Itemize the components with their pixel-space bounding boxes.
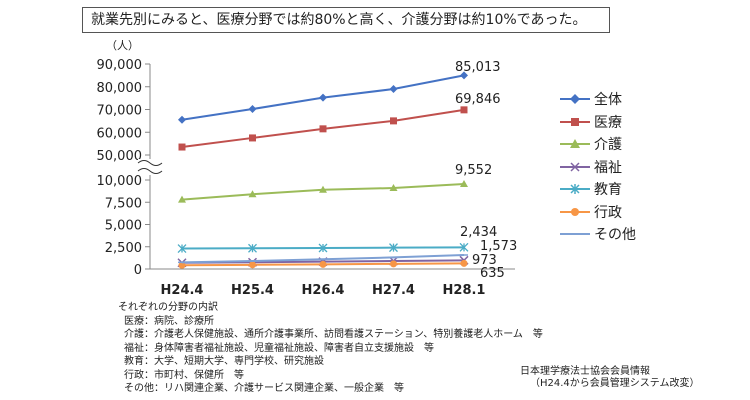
x-tick-label: H28.1 (443, 283, 486, 298)
legend-label: 行政 (594, 204, 622, 221)
data-point (390, 117, 397, 125)
data-point (319, 185, 327, 193)
data-label: 2,434 (460, 225, 497, 240)
x-tick-label: H26.4 (302, 283, 345, 298)
y-tick-label: 70,000 (97, 104, 143, 119)
legend-item: 介護 (560, 133, 636, 156)
data-point (460, 259, 468, 267)
notes-row-other: その他：リハ関連企業、介護サービス関連企業、一般企業 等 (124, 383, 404, 394)
field-notes: それぞれの分野の内訳 医療：病院、診療所 介護：介護老人保健施設、通所介護事業所… (118, 301, 543, 396)
y-tick-label: 5,000 (105, 219, 142, 234)
legend-label: 全体 (594, 92, 622, 109)
x-tick-label: H24.4 (161, 283, 204, 298)
data-point (460, 179, 468, 187)
legend-swatch (560, 184, 590, 195)
legend-label: その他 (594, 227, 636, 244)
data-point (178, 143, 186, 151)
notes-heading: それぞれの分野の内訳 (118, 302, 218, 313)
axis-break-mark (137, 160, 163, 166)
notes-row-education: 教育：大学、短期大学、専門学校、研究施設 (124, 356, 324, 367)
notes-row-government: 行政：市町村、保健所 等 (124, 369, 244, 381)
data-point (459, 242, 469, 252)
data-point (460, 71, 468, 80)
axis-break-mark (137, 168, 163, 174)
data-point (389, 184, 398, 192)
y-tick-label: 7,500 (105, 196, 142, 211)
notes-row-medical: 医療：病院、診療所 (124, 315, 214, 327)
data-point (178, 261, 186, 269)
y-tick-label: 0 (134, 263, 142, 278)
legend-swatch (560, 117, 590, 126)
data-point (249, 261, 256, 269)
data-label: 69,846 (455, 92, 501, 107)
legend-item: 全体 (560, 88, 636, 111)
y-axis-unit: （人） (106, 39, 139, 52)
data-label: 1,573 (480, 239, 517, 254)
source-line-1: 日本理学療法士協会会員情報 (520, 366, 650, 377)
data-point (178, 115, 186, 124)
source-line-2: （H24.4から会員管理システム改変） (530, 378, 700, 389)
notes-row-welfare: 福祉：身体障害者福祉施設、児童福祉施設、障害者自立支援施設 等 (124, 342, 434, 354)
data-point (248, 105, 257, 114)
legend-label: 教育 (594, 182, 622, 199)
y-tick-label: 90,000 (97, 58, 143, 73)
data-label: 973 (472, 253, 497, 268)
legend-item: 教育 (560, 178, 636, 201)
data-point (177, 244, 187, 253)
legend-label: 福祉 (594, 159, 622, 176)
x-tick-label: H27.4 (372, 283, 415, 298)
data-label: 9,552 (455, 163, 492, 178)
source-note: 日本理学療法士協会会員情報 （H24.4から会員管理システム改変） (520, 366, 700, 390)
data-point (389, 243, 398, 253)
data-point (318, 243, 328, 253)
data-point (390, 260, 397, 268)
legend-swatch (560, 233, 590, 236)
data-point (460, 106, 468, 114)
legend-item: 医療 (560, 111, 636, 134)
legend-item: 福祉 (560, 156, 636, 179)
legend-item: 行政 (560, 201, 636, 224)
data-point (249, 134, 256, 142)
data-point (248, 190, 257, 198)
y-tick-label: 80,000 (97, 81, 143, 96)
data-point (178, 195, 186, 203)
y-tick-label: 2,500 (105, 241, 142, 256)
data-point (389, 85, 398, 94)
y-tick-label: 60,000 (97, 126, 143, 141)
notes-row-care: 介護：介護老人保健施設、通所介護事業所、訪問看護ステーション、特別養護老人ホーム… (124, 329, 543, 340)
legend-swatch (560, 94, 590, 105)
legend-item: その他 (560, 223, 636, 246)
axis-break-gap (138, 159, 156, 175)
legend-label: 介護 (594, 137, 622, 154)
data-point (248, 243, 257, 253)
legend-swatch (560, 162, 590, 172)
chart-title: 就業先別にみると、医療分野では約80%と高く、介護分野は約10%であった。 (82, 7, 610, 33)
data-point (319, 93, 327, 102)
data-label: 635 (480, 266, 505, 281)
x-tick-label: H25.4 (231, 283, 274, 298)
y-tick-label: 50,000 (97, 149, 143, 164)
data-label: 85,013 (455, 60, 501, 75)
legend: 全体医療介護福祉教育行政その他 (560, 88, 636, 246)
data-point (319, 125, 327, 133)
legend-label: 医療 (594, 114, 622, 131)
legend-swatch (560, 207, 590, 216)
y-tick-label: 10,000 (97, 174, 143, 189)
legend-swatch (560, 139, 590, 149)
data-point (319, 260, 327, 268)
